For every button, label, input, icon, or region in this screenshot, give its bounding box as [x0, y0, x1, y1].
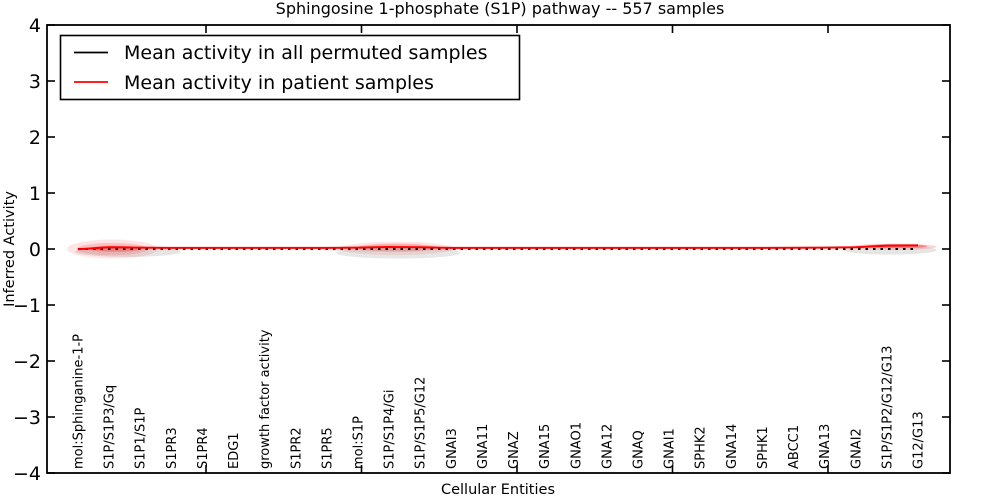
y-tick-label: 0 — [29, 239, 41, 261]
x-category-label: S1PR3 — [165, 427, 180, 469]
distribution-band — [336, 247, 461, 259]
x-category-label: G12/G13 — [912, 411, 927, 469]
x-category-label: mol:S1P — [352, 416, 367, 469]
x-category-label: GNA15 — [538, 424, 553, 469]
x-category-label: S1P1/S1P — [134, 407, 149, 469]
chart-title: Sphingosine 1-phosphate (S1P) pathway --… — [276, 0, 725, 18]
y-tick-labels: 4 3 2 1 0 −1 −2 −3 −4 — [13, 15, 41, 485]
distribution-band — [339, 241, 455, 256]
x-category-label: GNA13 — [818, 424, 833, 469]
y-tick-label: 2 — [29, 127, 41, 149]
x-category-label: S1PR2 — [289, 427, 304, 469]
y-tick-label: 3 — [29, 71, 41, 93]
x-category-label: S1P/S1P2/G12/G13 — [880, 346, 895, 469]
x-category-label: S1P/S1P3/Gq — [103, 385, 118, 469]
x-category-label: SPHK1 — [756, 426, 771, 469]
legend-label-permuted: Mean activity in all permuted samples — [124, 42, 487, 64]
x-category-label: GNAO1 — [569, 422, 584, 469]
y-axis-label: Inferred Activity — [2, 191, 18, 307]
series-line-patient — [77, 244, 919, 251]
x-category-label: EDG1 — [227, 432, 242, 469]
x-category-label: growth factor activity — [258, 329, 273, 469]
x-category-label: GNAI3 — [445, 428, 460, 469]
y-tick-label: −1 — [13, 295, 41, 317]
legend-box — [59, 34, 521, 101]
x-category-label: GNA12 — [600, 424, 615, 469]
distribution-band — [76, 242, 148, 256]
x-category-label: GNAI1 — [663, 428, 678, 469]
x-category-label: SPHK2 — [694, 426, 709, 469]
x-category-label: S1PR4 — [196, 427, 211, 469]
x-category-label: GNA14 — [725, 424, 740, 469]
legend: Mean activity in all permuted samples Me… — [59, 34, 521, 101]
y-tick-label: −3 — [13, 407, 41, 429]
x-axis-label: Cellular Entities — [441, 482, 555, 498]
axis-ticks — [47, 24, 950, 474]
x-category-label: S1PR5 — [320, 427, 335, 469]
x-category-label: GNAZ — [507, 431, 522, 469]
distribution-band — [843, 245, 937, 255]
distribution-band — [67, 239, 158, 259]
x-category-label: GNA11 — [476, 424, 491, 469]
y-tick-label: −4 — [13, 463, 41, 485]
x-category-label: mol:Sphinganine-1-P — [72, 334, 87, 469]
x-category-label: GNAI2 — [849, 428, 864, 469]
y-tick-label: −2 — [13, 351, 41, 373]
x-category-labels: mol:Sphinganine-1-P S1P/S1P3/Gq S1P1/S1P S1… — [72, 329, 927, 469]
legend-label-patient: Mean activity in patient samples — [124, 72, 434, 94]
x-category-label: S1P/S1P5/G12 — [414, 377, 429, 469]
y-tick-label: 4 — [29, 15, 41, 37]
x-category-label: S1P/S1P4/Gi — [383, 390, 398, 469]
y-tick-label: 1 — [29, 183, 41, 205]
x-category-label: GNAQ — [632, 430, 647, 469]
x-category-label: ABCC1 — [787, 425, 802, 469]
series-lines — [77, 244, 919, 251]
